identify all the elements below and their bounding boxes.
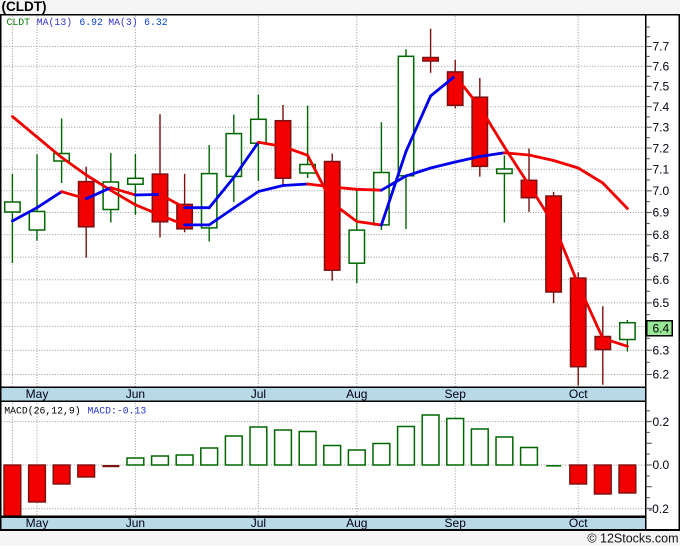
svg-text:7.4: 7.4 bbox=[653, 100, 670, 114]
svg-text:6.3: 6.3 bbox=[653, 343, 670, 357]
svg-text:May: May bbox=[26, 516, 49, 530]
svg-text:7.2: 7.2 bbox=[653, 141, 670, 155]
svg-text:Jun: Jun bbox=[126, 387, 145, 401]
svg-text:7.6: 7.6 bbox=[653, 59, 670, 73]
svg-text:MA(13): MA(13) bbox=[37, 17, 72, 28]
svg-text:MACD(26,12,9): MACD(26,12,9) bbox=[4, 406, 80, 417]
svg-text:May: May bbox=[26, 387, 49, 401]
svg-text:MACD:-0.13: MACD:-0.13 bbox=[88, 406, 147, 417]
svg-text:© 12Stocks.com: © 12Stocks.com bbox=[587, 532, 678, 546]
svg-text:6.32: 6.32 bbox=[144, 17, 168, 28]
svg-text:6.8: 6.8 bbox=[653, 228, 670, 242]
svg-text:7.1: 7.1 bbox=[653, 162, 670, 176]
svg-text:6.92: 6.92 bbox=[79, 17, 103, 28]
svg-text:6.9: 6.9 bbox=[653, 206, 670, 220]
svg-text:6.4: 6.4 bbox=[653, 322, 670, 336]
svg-text:Oct: Oct bbox=[569, 387, 588, 401]
svg-text:Jul: Jul bbox=[251, 387, 266, 401]
svg-text:0.2: 0.2 bbox=[653, 415, 670, 429]
svg-text:MA(3): MA(3) bbox=[108, 17, 137, 28]
svg-text:0.0: 0.0 bbox=[653, 458, 670, 472]
svg-text:-0.2: -0.2 bbox=[648, 502, 669, 516]
svg-text:7.0: 7.0 bbox=[653, 184, 670, 198]
svg-text:Aug: Aug bbox=[346, 387, 367, 401]
svg-text:Oct: Oct bbox=[569, 516, 588, 530]
svg-text:6.2: 6.2 bbox=[653, 368, 670, 382]
svg-text:7.3: 7.3 bbox=[653, 120, 670, 134]
svg-text:6.5: 6.5 bbox=[653, 296, 670, 310]
svg-text:Sep: Sep bbox=[445, 516, 467, 530]
svg-text:CLDT: CLDT bbox=[7, 17, 31, 28]
svg-text:6.7: 6.7 bbox=[653, 250, 670, 264]
svg-text:Jun: Jun bbox=[126, 516, 145, 530]
svg-text:7.7: 7.7 bbox=[653, 40, 670, 54]
svg-text:7.5: 7.5 bbox=[653, 80, 670, 94]
svg-text:6.6: 6.6 bbox=[653, 273, 670, 287]
svg-text:Aug: Aug bbox=[346, 516, 367, 530]
svg-text:(CLDT): (CLDT) bbox=[2, 0, 47, 14]
svg-text:Jul: Jul bbox=[251, 516, 266, 530]
svg-text:Sep: Sep bbox=[445, 387, 467, 401]
